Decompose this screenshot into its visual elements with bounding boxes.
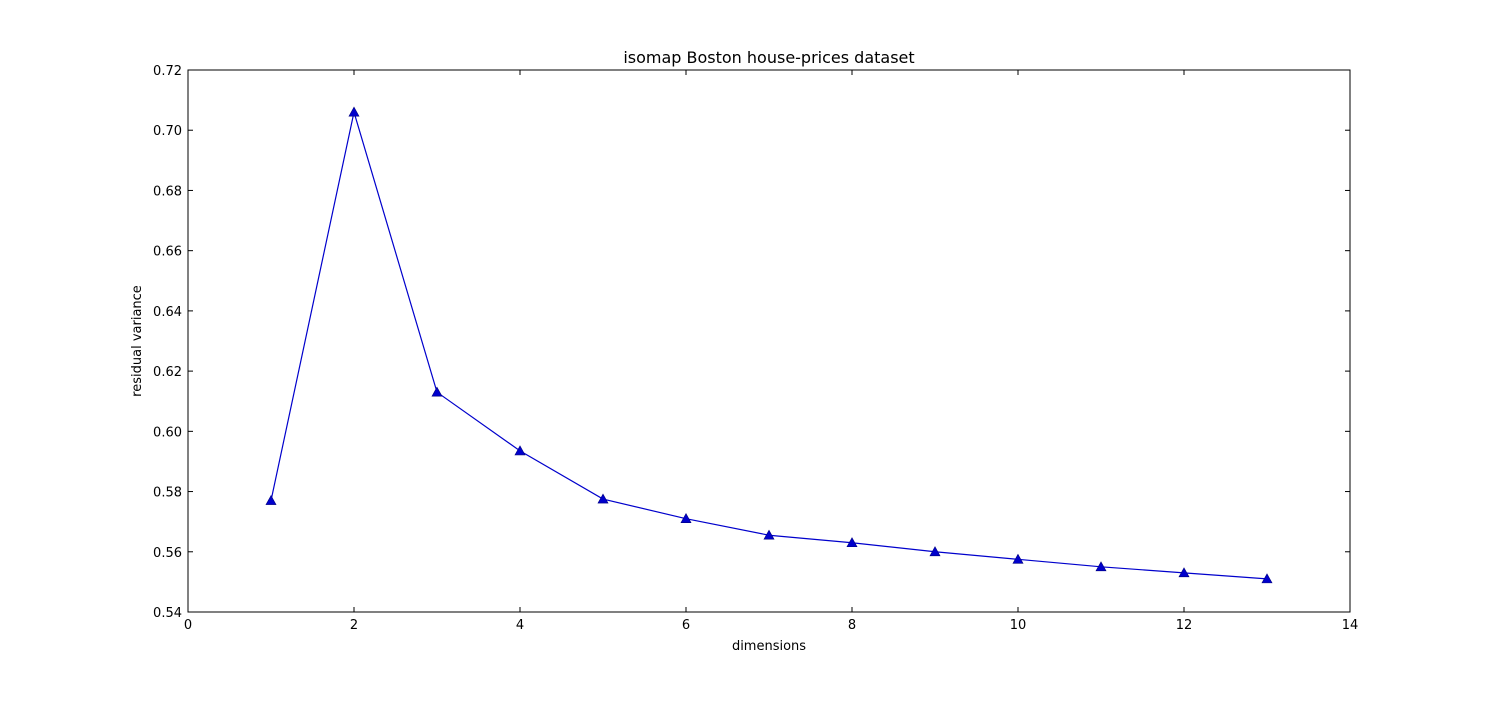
x-tick-label: 12 bbox=[1176, 618, 1193, 633]
x-tick-label: 10 bbox=[1010, 618, 1027, 633]
y-tick-label: 0.56 bbox=[153, 546, 182, 561]
y-tick-label: 0.62 bbox=[153, 365, 182, 380]
y-tick-label: 0.58 bbox=[153, 486, 182, 501]
series-layer bbox=[265, 106, 1273, 584]
data-point-marker bbox=[597, 493, 609, 504]
data-point-marker bbox=[763, 529, 775, 540]
y-tick-label: 0.60 bbox=[153, 425, 182, 440]
plot-area-frame bbox=[187, 69, 1351, 613]
y-tick-label: 0.66 bbox=[153, 245, 182, 260]
data-point-marker bbox=[1178, 567, 1190, 578]
data-point-marker bbox=[1095, 561, 1107, 572]
x-tick-label: 14 bbox=[1342, 618, 1359, 633]
y-tick-label: 0.68 bbox=[153, 184, 182, 199]
data-point-marker bbox=[431, 386, 443, 397]
y-tick-label: 0.64 bbox=[153, 305, 182, 320]
data-point-marker bbox=[348, 106, 360, 117]
y-axis-title: residual variance bbox=[130, 285, 145, 397]
x-axis-title: dimensions bbox=[732, 639, 806, 654]
data-point-marker bbox=[1012, 553, 1024, 564]
data-point-marker bbox=[514, 445, 526, 456]
data-point-marker bbox=[265, 494, 277, 505]
x-tick-label: 6 bbox=[682, 618, 690, 633]
axis-ticks: 0 2 4 6 8 10 12 14 0.54 0.56 0.58 0.60 0.62 0.64 0.66 0… bbox=[153, 64, 1358, 633]
y-tick-label: 0.70 bbox=[153, 124, 182, 139]
data-point-marker bbox=[929, 546, 941, 557]
y-tick-label: 0.54 bbox=[153, 606, 182, 621]
x-tick-label: 8 bbox=[848, 618, 856, 633]
data-point-marker bbox=[846, 537, 858, 548]
x-tick-label: 0 bbox=[184, 618, 192, 633]
data-point-marker bbox=[680, 513, 692, 523]
y-tick-label: 0.72 bbox=[153, 64, 182, 79]
series-line bbox=[270, 111, 1268, 580]
data-point-marker bbox=[1261, 573, 1273, 584]
x-tick-label: 2 bbox=[350, 618, 358, 633]
x-tick-label: 4 bbox=[516, 618, 524, 633]
chart-title: isomap Boston house-prices dataset bbox=[623, 48, 914, 67]
